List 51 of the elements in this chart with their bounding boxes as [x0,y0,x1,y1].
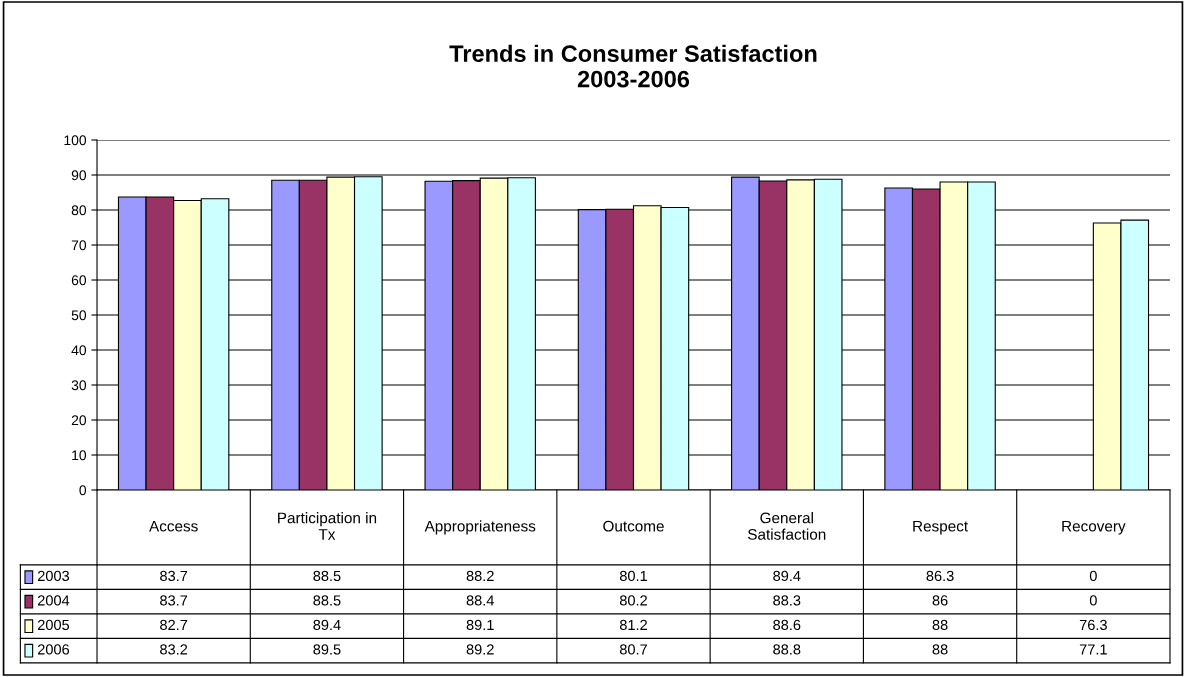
y-tick-label: 10 [72,450,87,461]
data-label: 83.7 [160,595,188,606]
data-label: 81.2 [619,619,647,631]
chart-title: Trends in Consumer Satisfaction 2003-2006 [449,44,817,88]
data-label: 88.4 [466,595,494,606]
x-tick-label: Outcome [603,520,664,532]
data-label: 88.2 [466,570,494,582]
legend-label: 2003 [37,570,70,582]
data-label: 80.1 [619,570,647,582]
data-label: 0 [1089,570,1097,582]
legend-label: 2006 [37,644,70,655]
x-tick-label: Recovery [1062,520,1126,535]
data-label: 0 [1089,595,1097,606]
y-tick-label: 20 [71,415,87,426]
data-label: 86 [932,595,948,606]
data-label: 83.2 [160,644,188,655]
y-tick-label: 0 [79,485,87,496]
y-tick-label: 70 [71,240,87,251]
y-tick-label: 50 [71,310,87,321]
data-label: 83.7 [160,570,188,582]
data-label: 76.3 [1079,619,1107,631]
y-tick-label: 80 [71,205,87,216]
data-label: 77.1 [1079,644,1107,655]
data-label: 86.3 [926,570,954,582]
data-label: 89.4 [313,619,341,631]
x-tick-label: Access [149,520,198,532]
data-label: 89.5 [313,644,341,655]
data-label: 88 [932,644,948,655]
x-tick-label: General Satisfaction [747,512,826,540]
y-tick-label: 100 [64,135,87,146]
legend-label: 2004 [37,595,70,606]
data-label: 88.8 [773,644,801,655]
data-label: 88 [932,619,948,631]
data-label: 89.2 [466,644,494,655]
data-label: 88.3 [773,595,801,606]
y-tick-label: 30 [71,380,87,391]
x-tick-label: Appropriateness [424,520,536,535]
y-tick-label: 60 [71,275,87,286]
x-tick-label: Participation in Tx [278,512,377,540]
y-tick-label: 40 [71,345,87,356]
data-label: 89.4 [773,570,801,582]
data-label: 88.5 [313,595,341,606]
data-label: 88.5 [313,570,341,582]
legend-label: 2005 [37,619,70,631]
y-tick-label: 90 [71,170,87,181]
data-label: 89.1 [466,619,494,631]
data-label: 80.7 [619,644,647,655]
data-label: 88.6 [773,619,801,631]
data-label: 80.2 [619,595,647,606]
x-tick-label: Respect [913,520,968,535]
data-label: 82.7 [160,619,188,631]
